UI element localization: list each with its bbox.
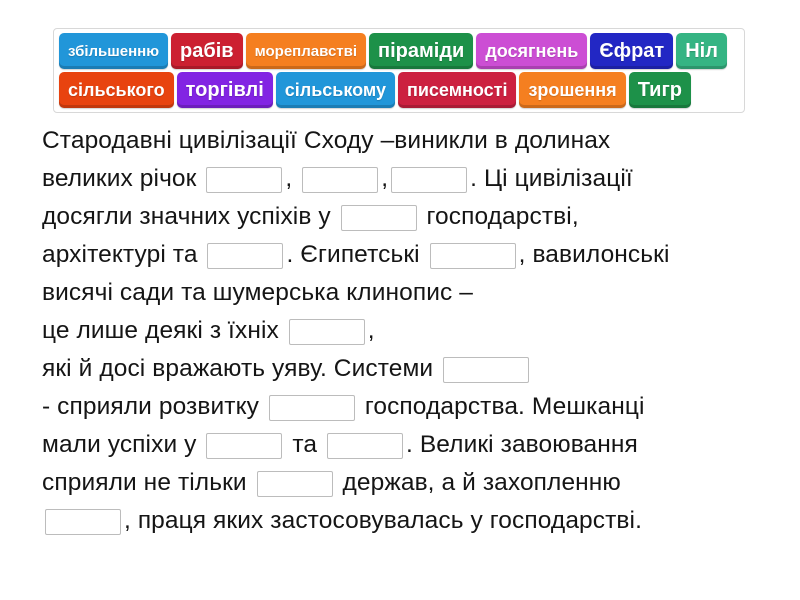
sentence-line: - сприяли розвитку господарства. Мешканц… bbox=[42, 388, 772, 426]
blank-dropzone[interactable] bbox=[288, 318, 365, 345]
word-tile[interactable]: сільського bbox=[59, 72, 174, 108]
sentence-text: . Єгипетські bbox=[286, 241, 427, 268]
sentence-text: - сприяли розвитку bbox=[42, 393, 266, 420]
blank-dropzone[interactable] bbox=[206, 432, 283, 459]
word-bank: збільшенню рабів мореплавстві піраміди досяг… bbox=[53, 28, 745, 113]
word-tile[interactable]: сільському bbox=[275, 72, 395, 108]
blank-dropzone[interactable] bbox=[443, 356, 530, 383]
sentence-line: це лише деякі з їхніх , bbox=[42, 312, 772, 350]
blank-dropzone[interactable] bbox=[340, 204, 417, 231]
sentence-text: та bbox=[285, 431, 324, 458]
blank-dropzone[interactable] bbox=[391, 166, 468, 193]
sentence-text: . Великі завоювання bbox=[406, 431, 638, 458]
sentence-line: архітектурі та . Єгипетські , вавилонськ… bbox=[42, 236, 772, 274]
blank-dropzone[interactable] bbox=[256, 470, 333, 497]
sentence-line: сприяли не тільки держав, а й захопленню bbox=[42, 464, 772, 502]
sentence-line: , праця яких застосовувалась у господарс… bbox=[42, 502, 772, 540]
blank-dropzone[interactable] bbox=[268, 394, 355, 421]
word-bank-row: збільшенню рабів мореплавстві піраміди досяг… bbox=[59, 33, 739, 69]
word-tile[interactable]: збільшенню bbox=[59, 33, 169, 69]
word-tile[interactable]: Тигр bbox=[628, 72, 691, 108]
sentence-text: , bbox=[367, 317, 375, 344]
word-tile[interactable]: торгівлі bbox=[176, 72, 273, 108]
sentence-text: господарстві, bbox=[419, 203, 579, 230]
sentence-text: , bbox=[285, 165, 300, 192]
sentence-text: висячі сади та шумерська клинопис – bbox=[42, 279, 473, 306]
word-tile[interactable]: рабів bbox=[171, 33, 243, 69]
sentence-text: держав, а й захопленню bbox=[335, 469, 621, 496]
sentence-text: , праця яких застосовувалась у господарс… bbox=[124, 507, 643, 534]
sentence-line: Стародавні цивілізації Сходу –виникли в … bbox=[42, 122, 772, 160]
word-bank-row: сільського торгівлі сільському писемності зр… bbox=[59, 72, 739, 108]
word-tile[interactable]: досягнень bbox=[476, 33, 588, 69]
blank-dropzone[interactable] bbox=[327, 432, 403, 459]
sentence-line: досягли значних успіхів у господарстві, bbox=[42, 198, 772, 236]
sentence-text: які й досі вражають уяву. Системи bbox=[42, 355, 441, 382]
sentence-text: досягли значних успіхів у bbox=[42, 203, 338, 230]
word-tile[interactable]: Ніл bbox=[676, 33, 727, 69]
blank-dropzone[interactable] bbox=[429, 242, 516, 269]
sentence-body: Стародавні цивілізації Сходу –виникли в … bbox=[42, 122, 772, 540]
blank-dropzone[interactable] bbox=[207, 242, 284, 269]
sentence-text: це лише деякі з їхніх bbox=[42, 317, 286, 344]
sentence-text: Стародавні цивілізації Сходу –виникли в … bbox=[42, 127, 611, 154]
sentence-text: мали успіхи у bbox=[42, 431, 204, 458]
sentence-line: великих річок , , . Ці цивілізації bbox=[42, 160, 772, 198]
sentence-line: які й досі вражають уяву. Системи bbox=[42, 350, 772, 388]
blank-dropzone[interactable] bbox=[45, 508, 121, 535]
word-tile[interactable]: зрошення bbox=[519, 72, 626, 108]
sentence-text: . Ці цивілізації bbox=[470, 165, 633, 192]
word-tile[interactable]: писемності bbox=[397, 72, 517, 108]
blank-dropzone[interactable] bbox=[206, 166, 283, 193]
sentence-text: , вавилонські bbox=[518, 241, 670, 268]
sentence-text: архітектурі та bbox=[42, 241, 205, 268]
word-tile[interactable]: мореплавстві bbox=[245, 33, 367, 69]
sentence-text: , bbox=[381, 165, 389, 192]
word-tile[interactable]: піраміди bbox=[369, 33, 474, 69]
sentence-text: господарства. Мешканці bbox=[357, 393, 645, 420]
sentence-line: висячі сади та шумерська клинопис – bbox=[42, 274, 772, 312]
sentence-text: великих річок bbox=[42, 165, 204, 192]
sentence-text: сприяли не тільки bbox=[42, 469, 254, 496]
word-tile[interactable]: Єфрат bbox=[590, 33, 674, 69]
blank-dropzone[interactable] bbox=[302, 166, 379, 193]
sentence-line: мали успіхи у та . Великі завоювання bbox=[42, 426, 772, 464]
